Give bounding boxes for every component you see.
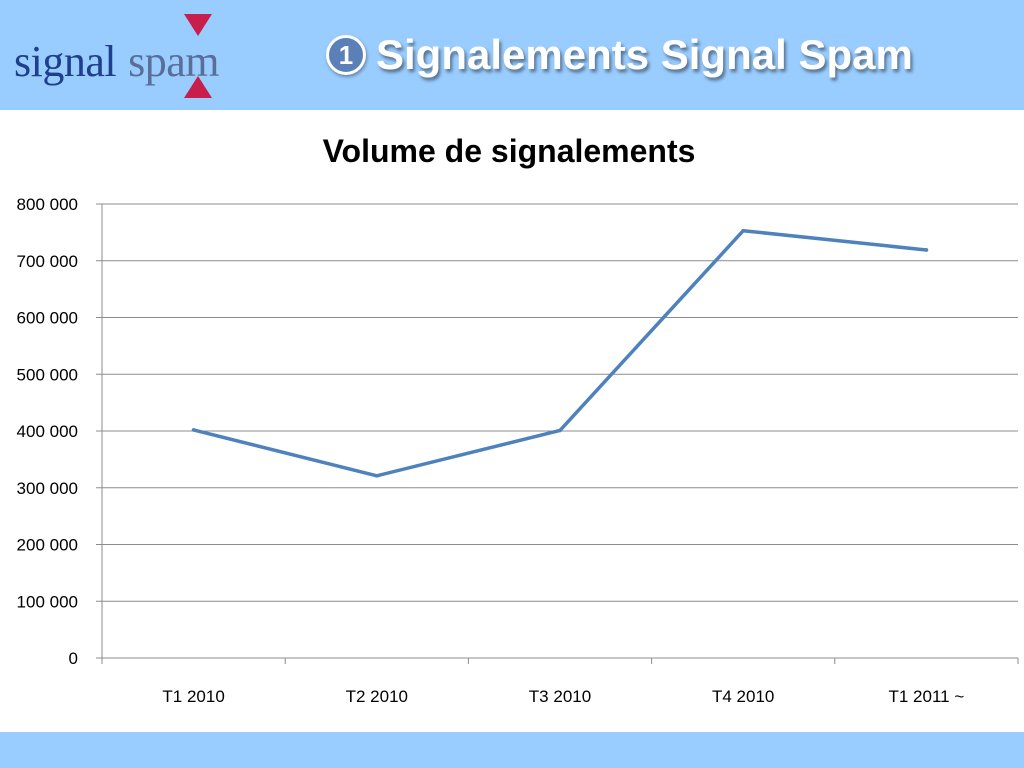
- x-tick-label: T3 2010: [529, 687, 591, 706]
- logo-triangle-up-icon: [184, 76, 212, 98]
- chart-gridlines: [102, 203, 1018, 602]
- x-tick-label: T1 2011 ~: [889, 687, 965, 706]
- y-tick-label: 200 000: [17, 536, 78, 555]
- line-chart: Volume de signalements 0 100 000 200 000 30…: [17, 133, 1019, 706]
- y-tick-label: 800 000: [17, 195, 78, 214]
- chart-title: Volume de signalements: [323, 133, 696, 169]
- slide-header: signal spam 1 Signalements Signal Spam: [0, 0, 1024, 110]
- x-axis: T1 2010 T2 2010 T3 2010 T4 2010 T1 2011 ~: [101, 657, 1019, 706]
- chart-series: [191, 228, 929, 478]
- y-tick-label: 300 000: [17, 479, 78, 498]
- signal-spam-logo: signal spam: [14, 12, 264, 100]
- x-tick-label: T2 2010: [346, 687, 408, 706]
- logo-triangle-down-icon: [184, 14, 212, 36]
- slide-footer: [0, 732, 1024, 768]
- y-tick-label: 0: [69, 649, 78, 668]
- y-tick-label: 600 000: [17, 309, 78, 328]
- logo-word-signal: signal: [14, 37, 117, 86]
- x-tick-label: T4 2010: [712, 687, 774, 706]
- logo-text: signal spam: [14, 36, 219, 87]
- series-line: [191, 228, 929, 478]
- slide-title-group: 1 Signalements Signal Spam: [326, 30, 913, 80]
- data-point: [558, 428, 562, 433]
- slide-title: Signalements Signal Spam: [376, 31, 913, 78]
- y-tick-label: 500 000: [17, 365, 78, 384]
- data-point: [375, 474, 379, 478]
- y-tick-label: 700 000: [17, 252, 78, 271]
- data-point: [191, 428, 196, 432]
- y-tick-label: 100 000: [17, 592, 78, 611]
- y-axis: 0 100 000 200 000 300 000 400 000 500 000 600 …: [17, 195, 103, 668]
- data-point: [741, 228, 745, 233]
- x-tick-label: T1 2010: [162, 687, 224, 706]
- y-tick-label: 400 000: [17, 422, 78, 441]
- data-point: [924, 248, 929, 252]
- slide-number-badge: 1: [326, 35, 366, 75]
